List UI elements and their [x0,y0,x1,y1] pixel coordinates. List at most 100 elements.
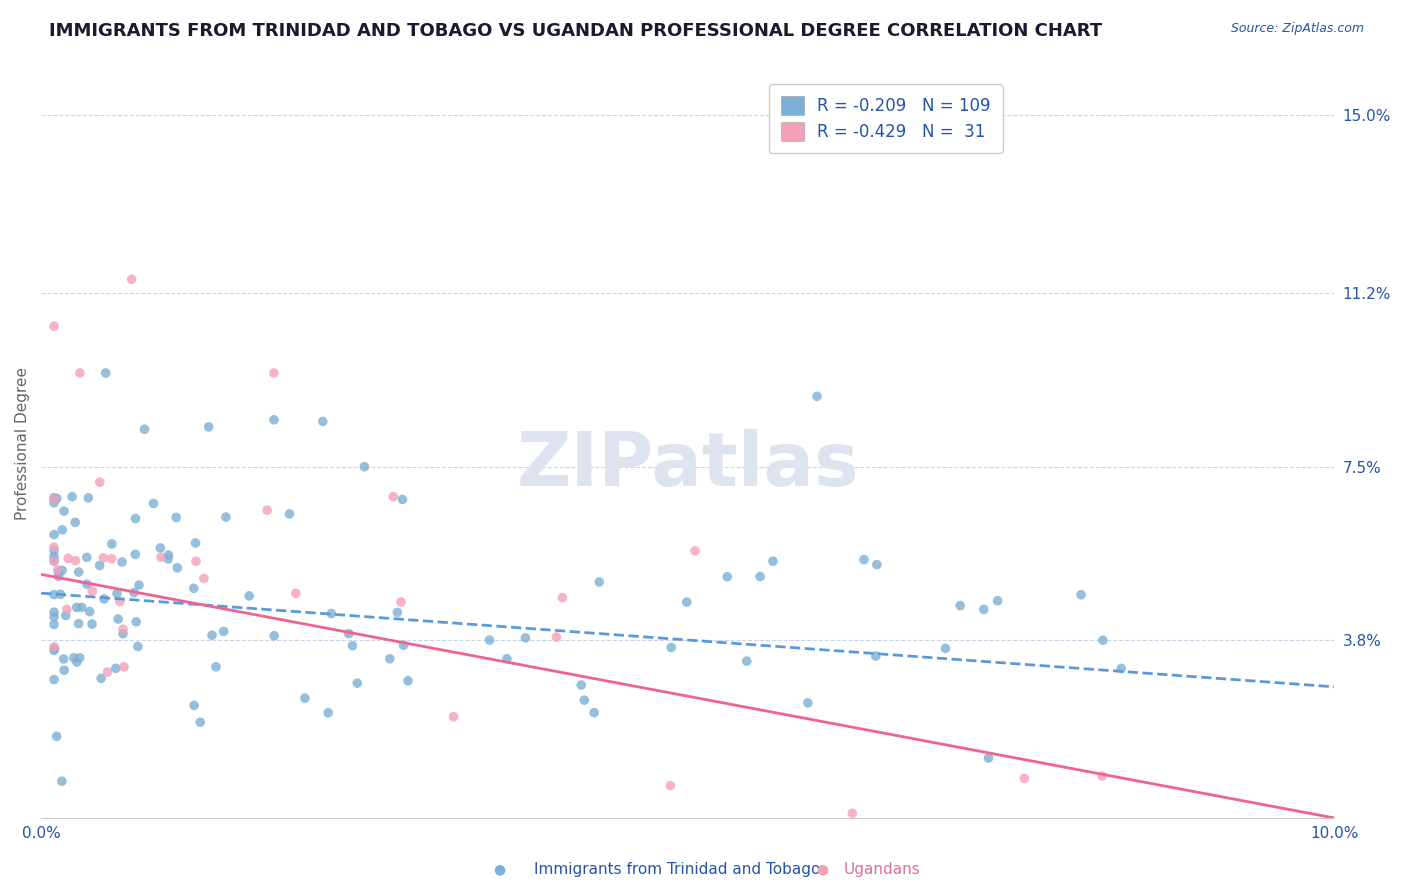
Text: Source: ZipAtlas.com: Source: ZipAtlas.com [1230,22,1364,36]
Point [76,550,98,565]
Point [121,272,143,286]
Point [42,605,65,619]
Point [1070,588,1092,602]
Point [278,507,301,521]
Point [387,606,409,620]
Point [1014,772,1036,786]
Point [166,561,188,575]
Point [97,665,120,679]
Point [588,574,610,589]
Point [53,663,76,677]
Point [55,608,77,623]
Point [122,585,145,599]
Point [238,589,260,603]
Point [569,678,592,692]
Point [112,622,135,636]
Point [256,503,278,517]
Point [157,548,180,562]
Point [42,554,65,568]
Point [546,630,568,644]
Point [165,510,187,524]
Y-axis label: Professional Degree: Professional Degree [15,367,30,520]
Point [188,715,211,730]
Point [90,671,112,685]
Point [659,640,682,655]
Point [949,599,972,613]
Point [42,549,65,564]
Point [89,475,111,490]
Point [45,730,67,744]
Point [263,629,285,643]
Point [69,366,91,380]
Point [70,600,93,615]
Point [683,544,706,558]
Point [797,696,820,710]
Point [79,605,101,619]
Point [866,558,889,572]
Point [443,710,465,724]
Point [108,594,131,608]
Point [111,555,134,569]
Point [382,490,405,504]
Point [973,602,995,616]
Point [391,492,413,507]
Point [100,551,122,566]
Point [104,661,127,675]
Point [396,673,419,688]
Point [183,698,205,713]
Text: Ugandans: Ugandans [844,863,921,877]
Point [150,550,173,565]
Point [42,588,65,602]
Point [583,706,606,720]
Point [44,641,66,656]
Point [212,624,235,639]
Point [865,648,887,663]
Point [157,552,180,566]
Point [342,639,364,653]
Point [1091,769,1114,783]
Point [42,617,65,632]
Point [184,554,207,568]
Point [101,537,124,551]
Point [56,602,79,616]
Point [205,659,228,673]
Point [977,751,1000,765]
Point [389,595,412,609]
Point [105,586,128,600]
Point [934,641,956,656]
Point [316,706,339,720]
Point [45,491,67,506]
Point [321,607,343,621]
Point [42,553,65,567]
Point [337,626,360,640]
Point [716,570,738,584]
Point [82,584,104,599]
Point [184,536,207,550]
Point [67,565,90,579]
Point [197,420,219,434]
Point [42,319,65,334]
Point [353,459,375,474]
Point [42,643,65,657]
Point [1091,633,1114,648]
Text: ●: ● [817,863,828,877]
Point [63,650,86,665]
Point [93,592,115,607]
Point [852,552,875,566]
Point [1111,661,1133,675]
Legend: R = -0.209   N = 109, R = -0.429   N =  31: R = -0.209 N = 109, R = -0.429 N = 31 [769,85,1002,153]
Point [48,569,70,583]
Point [42,610,65,624]
Point [111,626,134,640]
Point [42,540,65,554]
Point [42,491,65,505]
Point [124,547,146,561]
Point [134,422,156,436]
Point [69,650,91,665]
Point [80,617,103,632]
Point [66,655,89,669]
Point [53,504,76,518]
Point [127,640,149,654]
Point [193,572,215,586]
Point [478,633,501,648]
